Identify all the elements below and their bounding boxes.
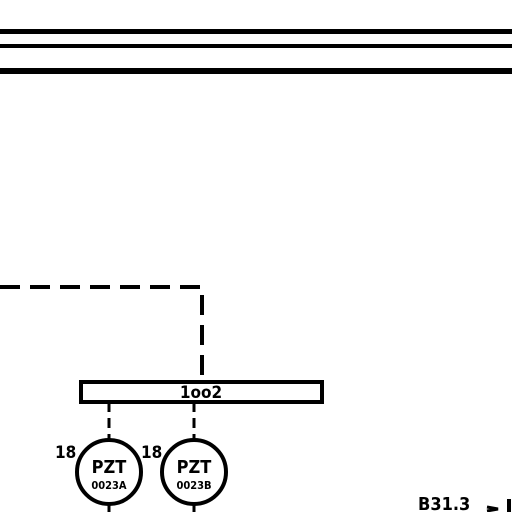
signal-line-dashed bbox=[0, 285, 204, 382]
logic-block[interactable]: 1oo2 bbox=[79, 380, 324, 404]
off-page-reference[interactable]: B31.3 bbox=[418, 494, 511, 512]
off-page-arrow-icon bbox=[486, 505, 499, 512]
instrument-a-loop: 0023A bbox=[91, 479, 127, 492]
instrument-b-loop: 0023B bbox=[176, 479, 211, 492]
instrument-b-tag: PZT bbox=[177, 457, 212, 478]
instrument-b-number: 18 bbox=[141, 443, 162, 463]
logic-block-box bbox=[79, 380, 324, 404]
instrument-a-number: 18 bbox=[55, 443, 76, 463]
header-line-2 bbox=[0, 44, 512, 48]
instrument-pzt-0023a[interactable]: 18 PZT 0023A bbox=[55, 438, 143, 506]
off-page-reference-label: B31.3 bbox=[418, 494, 470, 512]
off-page-connector bbox=[507, 499, 511, 512]
logic-block-label: 1oo2 bbox=[180, 383, 222, 403]
instrument-a-tag: PZT bbox=[92, 457, 127, 478]
header-line-1 bbox=[0, 29, 512, 34]
header-line-3 bbox=[0, 68, 512, 74]
instrument-pzt-0023b[interactable]: 18 PZT 0023B bbox=[141, 438, 228, 506]
